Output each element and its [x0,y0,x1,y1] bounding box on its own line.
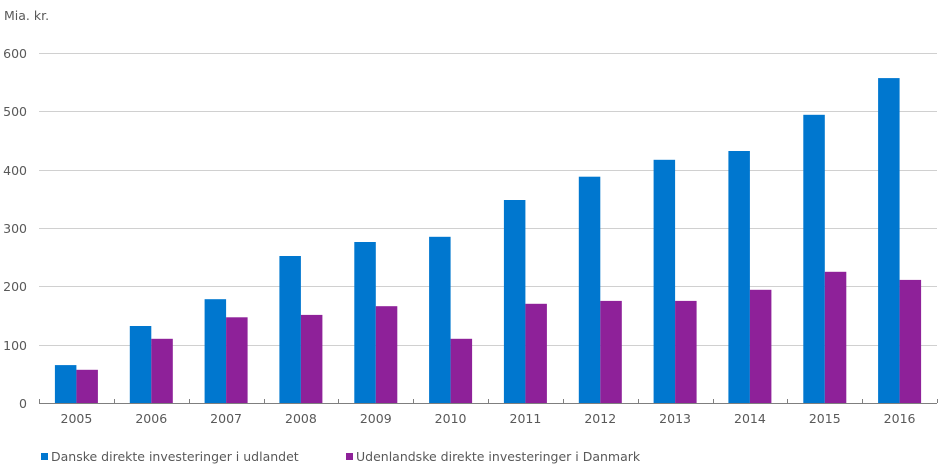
gridlines [39,53,937,346]
bar-danske-2011 [503,200,526,403]
bar-danske-2012 [578,176,601,403]
y-tick-label: 600 [3,46,27,61]
x-tick-label-2016: 2016 [884,411,916,426]
x-tick-label-2015: 2015 [809,411,841,426]
y-tick-label: 200 [3,279,27,294]
legend-label-udenlandske: Udenlandske direkte investeringer i Danm… [356,449,641,464]
bar-udenlandske-2009 [375,306,398,403]
bar-danske-2010 [429,236,451,404]
y-tick-label: 100 [3,338,27,353]
y-tick-label: 400 [3,163,27,178]
legend-swatch-danske [41,453,48,460]
x-tick-label-2008: 2008 [285,411,317,426]
x-tick-label-2010: 2010 [435,411,467,426]
bar-danske-2008 [279,256,301,403]
y-axis-unit-label: Mia. kr. [4,8,49,23]
x-tick-label-2007: 2007 [210,411,242,426]
bar-danske-2006 [129,326,152,403]
bars [54,78,922,404]
bar-danske-2015 [803,114,825,404]
x-tick-label-2006: 2006 [135,411,167,426]
bar-danske-2005 [54,365,77,403]
x-tick-label-2012: 2012 [584,411,616,426]
bar-danske-2014 [728,151,750,403]
legend-item-udenlandske: Udenlandske direkte investeringer i Danm… [346,449,640,464]
legend-item-danske: Danske direkte investeringer i udlandet [41,449,299,464]
bar-danske-2016 [878,78,900,403]
bar-udenlandske-2013 [675,300,697,403]
bar-danske-2009 [354,242,376,403]
y-tick-label: 0 [19,396,27,411]
x-tick-label-2014: 2014 [734,411,766,426]
legend-swatch-udenlandske [346,453,353,460]
legend: Danske direkte investeringer i udlandet … [0,449,940,469]
bar-udenlandske-2014 [749,289,772,403]
bar-udenlandske-2016 [899,279,922,403]
y-axis-tick-labels: 0 100 200 300 400 500 600 [3,46,27,411]
bar-udenlandske-2012 [600,300,622,403]
bar-udenlandske-2015 [824,271,847,404]
bar-udenlandske-2006 [151,338,173,403]
x-tick-label-2011: 2011 [510,411,542,426]
x-tick-label-2013: 2013 [659,411,691,426]
bar-udenlandske-2011 [525,303,547,403]
bar-danske-2007 [204,299,227,403]
x-axis-tick-labels: 2005 2006 2007 2008 2009 2010 2011 2012 2013 2014… [61,411,916,426]
y-tick-label: 300 [3,221,27,236]
bar-udenlandske-2010 [450,338,473,403]
x-tick-label-2005: 2005 [61,411,93,426]
legend-label-danske: Danske direkte investeringer i udlandet [51,449,299,464]
y-tick-label: 500 [3,104,27,119]
x-axis [39,399,938,404]
x-tick-label-2009: 2009 [360,411,392,426]
bar-danske-2013 [653,159,676,403]
bar-udenlandske-2005 [76,369,98,404]
bar-udenlandske-2008 [300,314,323,403]
bar-udenlandske-2007 [226,317,248,404]
